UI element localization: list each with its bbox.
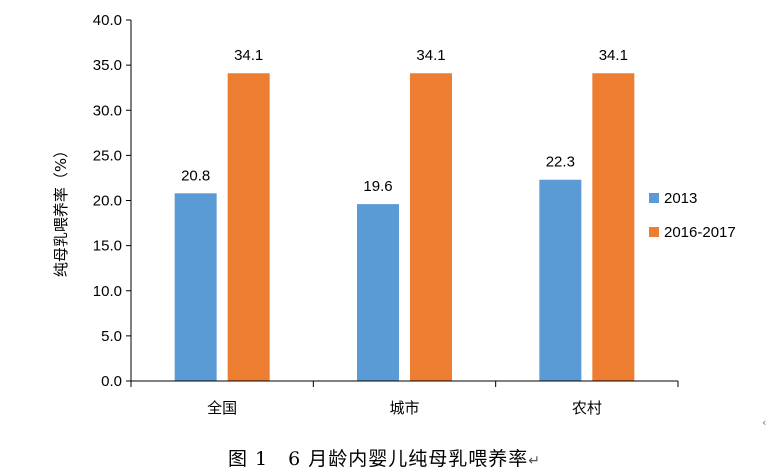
y-tick-label: 0.0 [101,373,122,390]
y-tick-label: 25.0 [93,147,122,164]
bar-2016-2017-全国 [227,73,270,381]
legend-label: 2016-2017 [664,224,736,241]
data-label: 34.1 [234,47,263,64]
y-axis-label: 纯母乳喂养率（%） [52,143,70,277]
return-mark: ↵ [528,453,541,469]
data-label: 20.8 [181,167,210,184]
bar-2016-2017-农村 [592,73,635,381]
caption-text: 图 1 6 月龄内婴儿纯母乳喂养率 [228,448,529,470]
y-axis-ticks: 0.0 5.0 10.0 15.0 20.0 25.0 30.0 35.0 40.0 [93,12,131,390]
bar-2016-2017-城市 [410,73,452,381]
y-tick-label: 30.0 [93,102,122,119]
y-tick-label: 40.0 [93,12,122,29]
y-tick-label: 15.0 [93,238,122,255]
legend-swatch [649,193,659,203]
bars [174,73,635,381]
data-label: 19.6 [363,178,392,195]
x-axis-ticks [130,381,679,387]
y-tick-label: 20.0 [93,193,122,210]
legend-label: 2013 [664,190,697,207]
bar-2013-城市 [357,204,399,381]
data-labels: 20.8 34.1 19.6 34.1 22.3 34.1 [181,47,628,195]
data-label: 22.3 [546,154,575,171]
y-tick-label: 35.0 [93,57,122,74]
data-label: 34.1 [416,47,445,64]
figure-caption: 图 1 6 月龄内婴儿纯母乳喂养率↵ [0,444,769,471]
legend: 2013 2016-2017 [649,190,736,241]
bar-2013-农村 [539,179,582,381]
y-tick-label: 5.0 [101,328,122,345]
category-labels: 全国 城市 农村 [207,399,602,417]
edge-mark: ‹ [762,416,767,429]
category-label: 城市 [389,399,419,417]
bar-2013-全国 [174,193,217,381]
y-tick-label: 10.0 [93,283,122,300]
category-label: 农村 [572,399,602,417]
legend-swatch [649,227,659,237]
data-label: 34.1 [599,47,628,64]
category-label: 全国 [207,399,237,417]
